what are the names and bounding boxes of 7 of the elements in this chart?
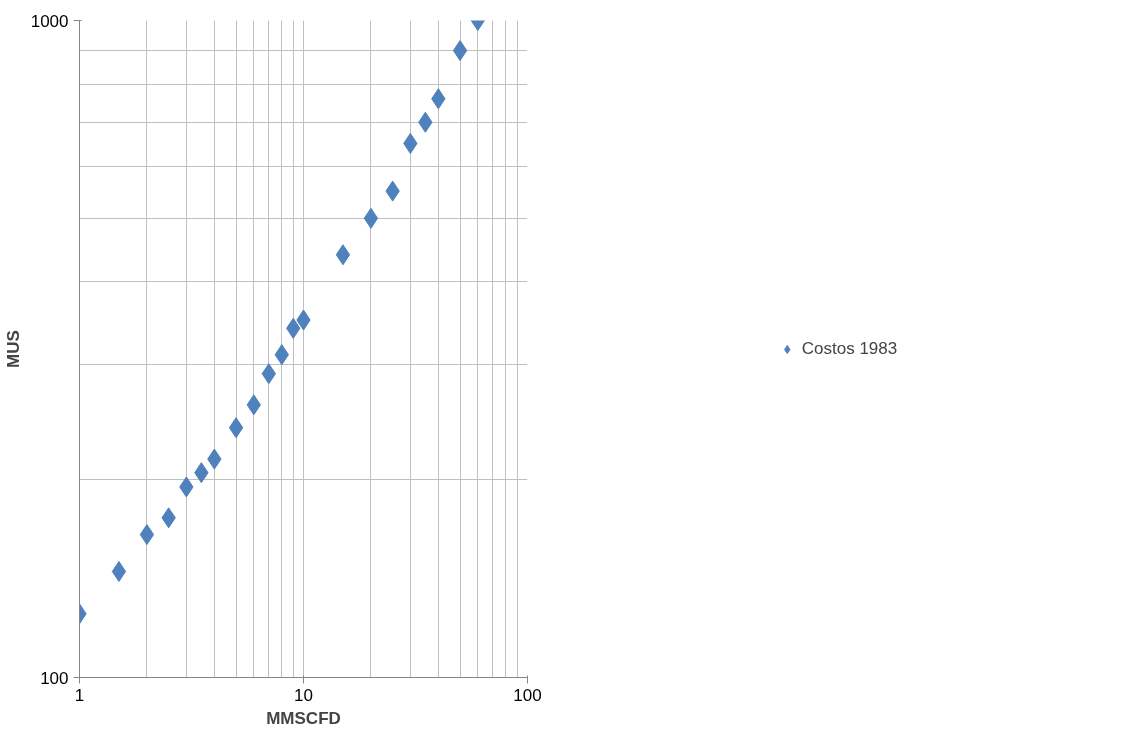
x-tick-label: 100 bbox=[513, 685, 542, 705]
x-axis-title: MMSCFD bbox=[266, 708, 341, 728]
x-tick-label: 10 bbox=[294, 685, 313, 705]
y-axis-title: MUS bbox=[3, 330, 23, 368]
legend-label: Costos 1983 bbox=[801, 338, 898, 359]
y-tick-label: 1000 bbox=[30, 11, 69, 31]
x-tick-label: 1 bbox=[74, 685, 85, 705]
